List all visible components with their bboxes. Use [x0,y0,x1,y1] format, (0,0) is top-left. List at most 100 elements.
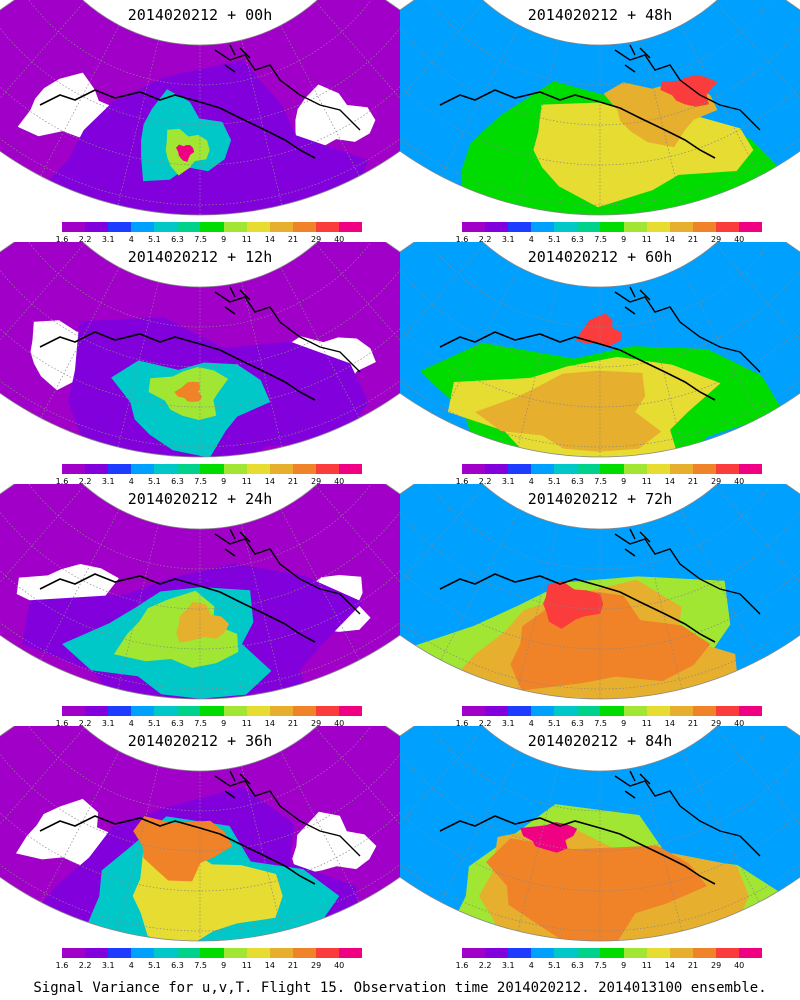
colorbar-tick-label: 3.1 [501,235,515,244]
longitude-line [40,25,120,177]
panel-title: 2014020212 + 36h [127,732,273,750]
missing-area [16,798,118,865]
colorbar-tick-label: 2.2 [478,961,492,970]
colorbar-tick-label: 7.5 [194,477,207,486]
longitude-line [241,765,283,932]
coastline [214,49,361,131]
colorbar-tick-label: 5.1 [548,961,561,970]
map-border [400,0,800,216]
colorbar-tick-label: 7.5 [594,961,607,970]
colorbar [62,222,363,232]
colorbar-swatch [315,464,339,474]
longitude-line [641,281,683,448]
islands [624,770,651,799]
latitude-line [400,281,800,408]
colorbar-tick-label: 4 [128,719,134,728]
colorbar-swatch [269,222,293,232]
colorbar-swatch [177,222,201,232]
colorbar-swatch [338,706,363,716]
map-panel-60h: 2014020212 + 60h 1.6 2.2 3.1 4 5.1 6.3 7.5 9 11 1… [400,242,800,486]
colorbar-tick-label: 3.1 [101,477,115,486]
colorbar [462,948,763,958]
longitude-line [400,727,485,856]
variance-contour [486,838,707,941]
colorbar-swatch [669,464,693,474]
colorbar-tick-label: 7.5 [594,719,607,728]
latitude-line [0,39,400,166]
colorbar-tick-label: 7.5 [194,235,207,244]
longitude-line [715,485,800,614]
colorbar-swatch [315,948,339,958]
colorbar-swatch [223,706,247,716]
map-border [0,484,400,700]
colorbar-swatch [62,464,86,474]
colorbar-tick-label: 14 [264,719,275,728]
colorbar-tick-label: 21 [687,235,699,244]
colorbar [62,948,363,958]
colorbar-ticks: 1.6 2.2 3.1 4 5.1 6.3 7.5 9 11 14 21 29 40 [456,235,768,245]
colorbar-tick-label: 2.2 [78,477,92,486]
colorbar-tick-label: 6.3 [171,961,184,970]
colorbar-swatch [62,948,86,958]
colorbar-swatch [485,222,509,232]
longitude-line [0,1,85,130]
colorbar-swatch [131,948,155,958]
colorbar-swatch [508,706,532,716]
longitude-line [117,281,159,448]
longitude-line [680,509,760,661]
colorbar-tick-label: 3.1 [501,961,515,970]
latitude-line [23,242,377,328]
panel-title: 2014020212 + 00h [127,6,273,24]
colorbar-tick-label: 21 [287,719,299,728]
colorbar-tick-label: 6.3 [571,235,584,244]
islands [624,44,651,73]
coastline [214,775,361,857]
longitude-line [280,25,360,177]
colorbar-tick-label: 29 [311,961,322,970]
map-00h [0,0,400,216]
colorbar-tick-label: 40 [734,477,745,486]
colorbar-swatch [108,706,132,716]
variance-contour [176,601,229,643]
map-border [400,484,800,700]
longitude-line [241,281,283,448]
colorbar-swatch [508,948,532,958]
colorbar-tick-label: 9 [621,961,627,970]
longitude-line [315,485,400,614]
colorbar-swatch [131,222,155,232]
colorbar-swatch [600,222,624,232]
colorbar-swatch [223,948,247,958]
colorbar-tick-label: 21 [687,961,699,970]
colorbar-swatch [338,948,363,958]
colorbar-swatch [177,464,201,474]
latitude-line [0,523,400,650]
colorbar-swatch [462,222,486,232]
colorbar-swatch [315,222,339,232]
colorbar-tick-label: 5.1 [148,477,161,486]
longitude-line [517,765,559,932]
colorbar-tick-label: 14 [264,235,275,244]
colorbar-tick-label: 21 [287,477,299,486]
map-12h [0,242,400,458]
colorbar-tick-label: 3.1 [101,719,115,728]
colorbar-swatch [315,706,339,716]
latitude-line [423,0,777,86]
longitude-line [715,243,800,372]
variance-contour [576,313,622,347]
colorbar-swatch [131,464,155,474]
colorbar-tick-label: 3.1 [101,235,115,244]
colorbar-tick-label: 4 [528,235,534,244]
colorbar-swatch [269,464,293,474]
colorbar-swatch [715,706,739,716]
colorbar-tick-label: 40 [334,961,345,970]
colorbar [462,222,763,232]
colorbar-tick-label: 2.2 [478,235,492,244]
variance-field [400,242,800,457]
colorbar-tick-label: 7.5 [594,477,607,486]
colorbar-tick-label: 29 [311,477,322,486]
map-border [400,242,800,458]
colorbar-swatch [485,948,509,958]
colorbar-swatch [292,948,316,958]
colorbar-tick-label: 5.1 [148,719,161,728]
longitude-line [241,523,283,690]
